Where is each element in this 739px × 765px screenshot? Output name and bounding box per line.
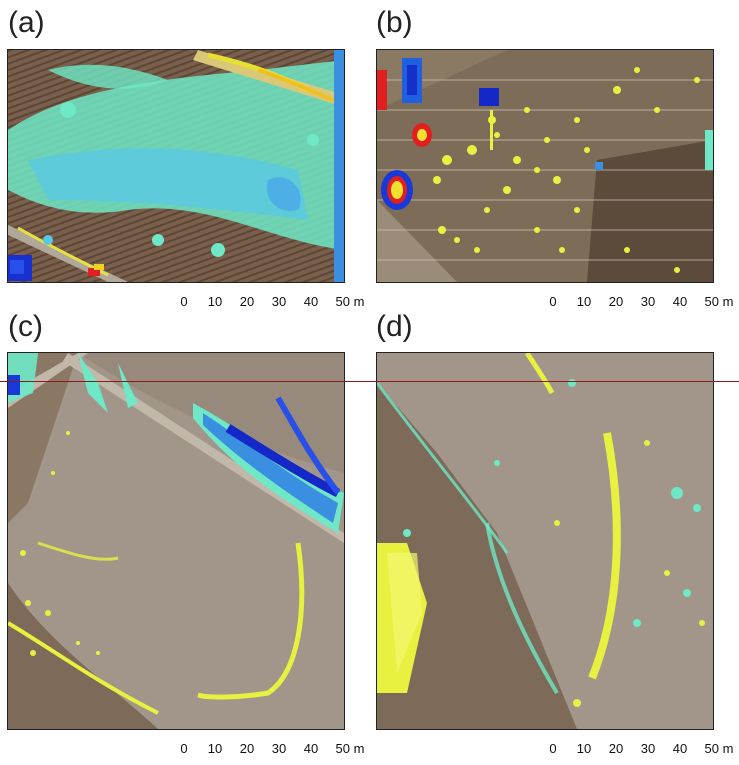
scale-tick: 20 xyxy=(239,741,255,756)
scale-tick: 30 xyxy=(640,741,656,756)
scale-tick: 10 xyxy=(207,294,223,309)
panel-label-b: (b) xyxy=(376,6,413,39)
image-panel-a xyxy=(7,49,345,283)
scale-bar-top: 0 10 20 30 40 50 m 0 10 20 30 40 50 m xyxy=(0,294,739,314)
panel-label-d: (d) xyxy=(376,310,413,343)
scale-tick: 30 xyxy=(271,294,287,309)
scale-tick: 40 xyxy=(672,741,688,756)
scale-tick: 40 xyxy=(672,294,688,309)
image-panel-c xyxy=(7,352,345,730)
scale-tick: 0 xyxy=(549,741,557,756)
panel-label-c: (c) xyxy=(8,310,43,343)
scale-tick: 50 m xyxy=(335,294,365,309)
scale-tick: 0 xyxy=(180,294,188,309)
scale-tick: 20 xyxy=(608,294,624,309)
scale-tick: 0 xyxy=(180,741,188,756)
scale-bar-bottom: 0 10 20 30 40 50 m 0 10 20 30 40 50 m xyxy=(0,741,739,761)
scale-tick: 40 xyxy=(303,741,319,756)
scale-tick: 30 xyxy=(271,741,287,756)
image-panel-d xyxy=(376,352,714,730)
scale-tick: 20 xyxy=(239,294,255,309)
panel-label-a: (a) xyxy=(8,6,45,39)
scale-tick: 50 m xyxy=(704,294,734,309)
scale-tick: 50 m xyxy=(335,741,365,756)
scale-tick: 10 xyxy=(576,294,592,309)
scale-tick: 50 m xyxy=(704,741,734,756)
scale-tick: 20 xyxy=(608,741,624,756)
scale-tick: 10 xyxy=(576,741,592,756)
image-panel-b xyxy=(376,49,714,283)
horizontal-reference-line xyxy=(0,381,739,382)
scale-tick: 0 xyxy=(549,294,557,309)
scale-tick: 10 xyxy=(207,741,223,756)
scale-tick: 30 xyxy=(640,294,656,309)
scale-tick: 40 xyxy=(303,294,319,309)
